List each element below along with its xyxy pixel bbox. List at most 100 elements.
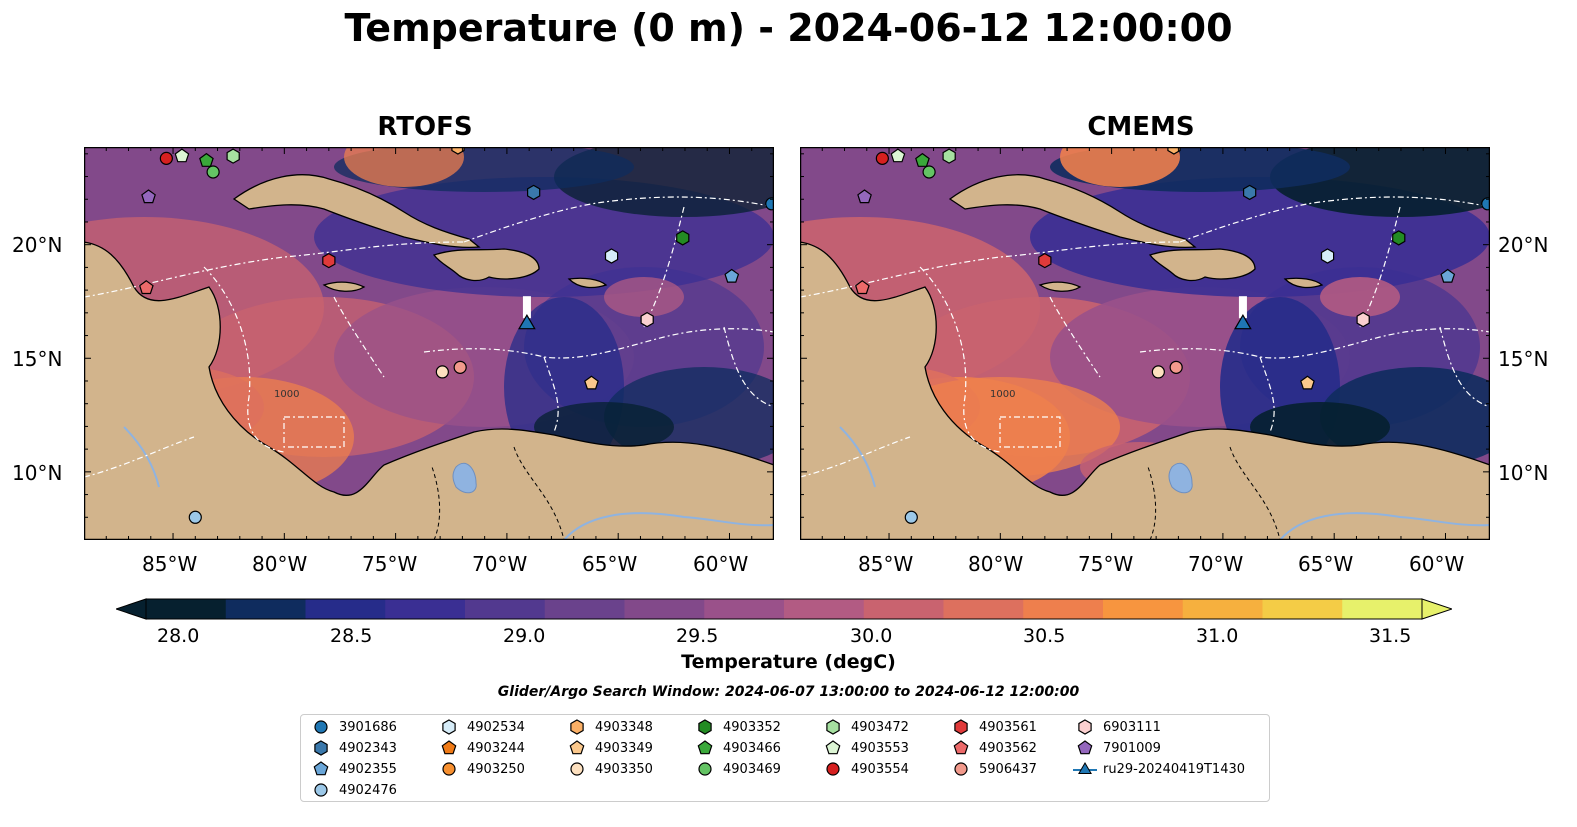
lat-tick-label: 15°N: [1498, 347, 1549, 371]
legend-item: 4902476: [309, 780, 397, 800]
eez-line: [1179, 196, 1490, 243]
colorbar-segment: [305, 599, 386, 619]
float-4903349: [584, 375, 599, 390]
colorbar-title: Temperature (degC): [681, 651, 896, 673]
eez-boundaries: [800, 196, 1490, 478]
legend-symbol: [954, 719, 968, 735]
land: [84, 174, 774, 540]
landmass: [432, 248, 540, 282]
lake: [452, 462, 477, 494]
lon-tick-label: 85°W: [142, 552, 198, 576]
legend-label: 4903244: [467, 740, 525, 756]
legend-symbol: [1078, 719, 1092, 735]
legend-label: 6903111: [1103, 719, 1161, 735]
colorbar-segment: [1103, 599, 1184, 619]
lat-tick-label: 15°N: [12, 347, 63, 371]
float-markers: [854, 147, 1490, 524]
colorbar-tick-label: 29.5: [676, 625, 719, 647]
float-6903111: [640, 311, 654, 328]
legend-symbol: [441, 740, 457, 755]
colorbar-segment: [1342, 599, 1423, 619]
glider-marker: [518, 314, 536, 330]
float-4903352: [676, 230, 690, 246]
colorbar-segment: [544, 599, 625, 619]
float-markers: [138, 147, 774, 524]
legend-item: 4902343: [309, 738, 397, 758]
legend-item: 6903111: [1073, 717, 1161, 737]
legend-marker: [314, 783, 328, 797]
eez-line: [1049, 296, 1101, 378]
legend-marker: [1077, 740, 1093, 755]
legend-symbol: [826, 762, 840, 776]
colorbar-tick-label: 30.5: [1023, 625, 1066, 647]
legend-marker: [825, 740, 841, 755]
float-3901686: [1481, 197, 1490, 211]
temperature-region: [1060, 147, 1180, 187]
temperature-region: [344, 147, 464, 187]
legend: 3901686 4902343 4902355 4902476 4902534 49032…: [300, 714, 1270, 802]
legend-label: ru29-20240419T1430: [1103, 761, 1246, 777]
float-4903472: [942, 148, 956, 164]
colorbar-tick-label: 31.5: [1369, 625, 1412, 647]
legend-marker: [570, 719, 584, 735]
colorbar-extend-high: [1421, 598, 1452, 620]
map-panel-cmems[interactable]: 1000: [800, 147, 1490, 540]
legend-symbol: [825, 740, 841, 755]
legend-label: 7901009: [1103, 740, 1161, 756]
legend-symbol: [569, 740, 585, 755]
legend-label: 4903554: [851, 761, 909, 777]
legend-marker: [826, 762, 840, 776]
glider-track: [1238, 296, 1247, 319]
float-4902343: [1243, 184, 1257, 201]
landmass: [322, 281, 366, 292]
legend-label: 4903562: [979, 740, 1037, 756]
legend-label: 4903553: [851, 740, 909, 756]
lake: [1168, 462, 1193, 494]
lon-tick-label: 75°W: [1078, 552, 1134, 576]
float-7901009: [141, 189, 156, 204]
legend-label: 4902534: [467, 719, 525, 735]
legend-label: 4903350: [595, 761, 653, 777]
float-4903466: [915, 152, 930, 167]
eez-line: [643, 206, 685, 328]
legend-symbol: [953, 740, 969, 755]
float-4902534: [1320, 248, 1335, 264]
legend-label: 4903469: [723, 761, 781, 777]
float-6903111: [1356, 311, 1370, 328]
legend-item: 4903348: [565, 717, 653, 737]
eez-line: [283, 416, 345, 448]
map-ticks: [800, 147, 1490, 540]
lon-tick-label: 65°W: [582, 552, 638, 576]
legend-item: 4903250: [437, 759, 525, 779]
float-4902355: [724, 268, 740, 283]
legend-symbol: [698, 719, 712, 735]
legend-label: 4903352: [723, 719, 781, 735]
float-4903554: [875, 151, 889, 165]
panel-title-cmems: CMEMS: [1087, 112, 1195, 142]
landmass: [1148, 248, 1256, 282]
colorbar-frame: [145, 598, 1423, 620]
legend-marker: [442, 719, 456, 735]
legend-item: 4903469: [693, 759, 781, 779]
landmass: [1283, 277, 1324, 289]
float-4903554: [159, 151, 173, 165]
border: [431, 446, 565, 540]
search-window-text: Glider/Argo Search Window: 2024-06-07 13…: [497, 684, 1080, 700]
float-4902534: [604, 248, 619, 264]
glider-marker: [1234, 314, 1252, 330]
float-4903553: [174, 148, 190, 163]
legend-marker: [441, 740, 457, 755]
legend-marker: [954, 762, 968, 776]
legend-symbol: [570, 762, 584, 776]
depth-contour-label: 1000: [990, 389, 1015, 400]
lat-tick-label: 10°N: [1498, 461, 1549, 485]
colorbar-segment: [863, 599, 944, 619]
float-5906437: [453, 360, 467, 374]
legend-marker: [698, 762, 712, 776]
map-panel-rtofs[interactable]: 1000: [84, 147, 774, 540]
eez-line: [800, 241, 1181, 298]
legend-label: 4902355: [339, 761, 397, 777]
lon-tick-label: 80°W: [252, 552, 308, 576]
lat-tick-label: 10°N: [12, 461, 63, 485]
landmass: [232, 174, 481, 249]
